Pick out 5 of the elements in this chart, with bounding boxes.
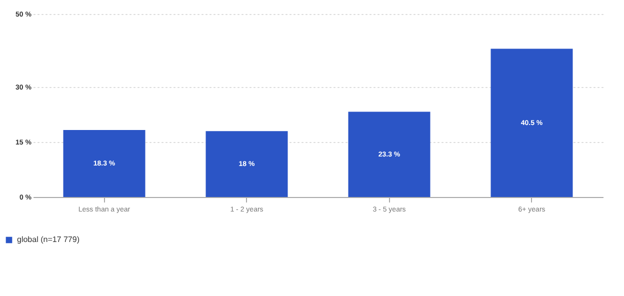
bar — [490, 48, 573, 197]
bar — [348, 112, 430, 197]
bar — [63, 130, 146, 197]
bar — [206, 131, 288, 197]
legend-label: global (n=17 779) — [17, 235, 80, 244]
